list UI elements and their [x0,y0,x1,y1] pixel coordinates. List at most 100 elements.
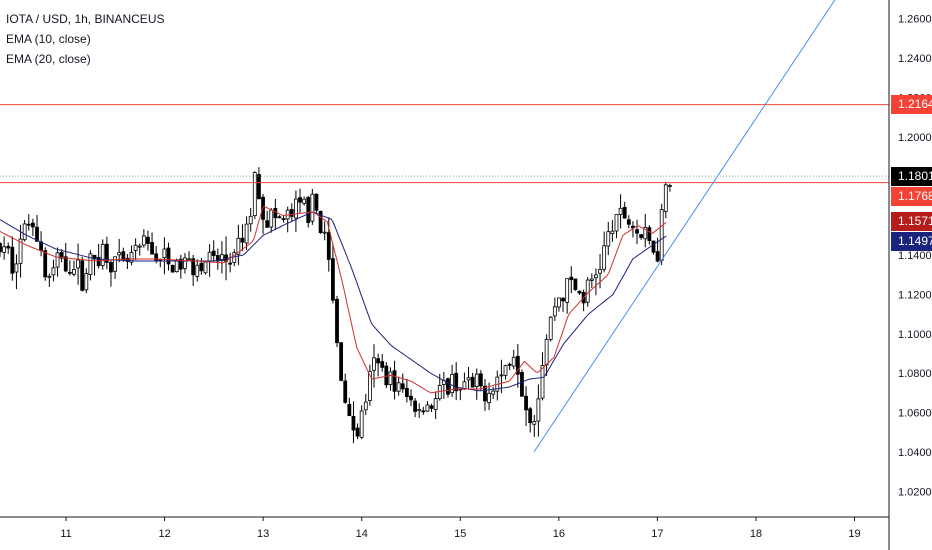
candle-body [141,235,146,246]
candle-body [137,245,142,248]
candle-body [331,258,335,301]
candle-body [269,209,274,228]
candle-body [355,427,360,437]
candle-body [606,231,611,247]
legend-ema20[interactable]: EMA (20, close) [6,52,91,66]
candle-body [14,263,19,273]
y-tick-label: 1.1200 [898,289,932,301]
candle-body [178,258,183,270]
candle-body [314,193,319,211]
candle-body [252,172,257,217]
candle-body [113,256,117,272]
candle-body [183,257,187,269]
x-tick-label: 18 [750,528,762,540]
x-tick-label: 12 [158,528,170,540]
candle-body [35,226,39,242]
candle-body [203,261,208,274]
candle-body [306,196,311,224]
candle-body [409,395,413,401]
candle-body [26,223,31,226]
x-tick-label: 11 [60,528,71,540]
candle-body [544,339,549,366]
candle-body [215,255,220,262]
candle-body [129,251,134,263]
trendline [533,0,836,452]
candle-body [322,231,327,234]
candle-body [154,253,159,261]
candle-body [446,378,450,395]
candle-body [51,267,56,276]
price-tag-ema10: 1.1571 [891,211,932,231]
candle-body [392,370,397,392]
candle-body [281,218,286,221]
indicator-lines [0,0,889,452]
candle-body [413,400,417,412]
candle-body [668,185,672,187]
candle-body [573,278,578,290]
x-tick-label: 14 [356,528,368,540]
candle-body [396,382,401,392]
candle-body [2,246,7,253]
ema10-line [0,205,667,394]
candle-body [359,410,364,438]
candle-body [10,246,15,274]
candle-body [302,198,307,204]
candle-body [577,290,582,294]
candle-body [585,279,590,303]
candle-body [257,174,261,200]
candle-body [125,257,130,262]
price-tag-ema20: 1.1497 [891,231,932,251]
candle-body [507,363,512,366]
candle-body [72,269,76,275]
candle-body [380,361,385,368]
candle-body [614,214,619,232]
y-tick-label: 1.2600 [898,14,932,26]
candle-body [589,278,594,281]
candle-body [515,355,520,375]
candle-body [109,261,113,273]
candle-body [199,262,204,272]
y-tick-label: 1.0400 [898,447,932,459]
price-tag-level: 1.1768 [891,186,932,206]
y-tick-label: 1.0800 [898,368,932,380]
candle-body [487,392,491,403]
candle-body [96,256,101,267]
candle-body [536,398,541,422]
legend-ema10[interactable]: EMA (10, close) [6,32,91,46]
candle-body [376,358,381,364]
candle-body [236,237,241,255]
candle-body [639,234,644,238]
candle-body [0,243,2,253]
candle-body [622,206,627,219]
y-tick-label: 1.2400 [898,53,932,65]
candle-body [470,376,475,388]
candle-body [610,230,615,235]
candle-body [335,298,339,344]
candle-body [59,252,64,259]
candle-body [55,252,60,268]
candle-body [454,372,459,392]
candle-body [372,357,376,371]
candle-body [166,247,171,265]
chart-legend: IOTA / USD, 1h, BINANCEUS EMA (10, close… [6,9,164,69]
candle-body [618,207,623,215]
candle-body [643,226,648,240]
candle-body [540,365,545,399]
candle-body [248,215,253,225]
candle-body [170,264,175,273]
candle-body [191,258,196,276]
candle-body [548,316,553,340]
price-tag-current: 1.1801 [891,166,932,186]
candle-body [511,356,516,367]
candle-body [104,243,109,263]
candle-body [265,220,270,228]
candle-body [561,297,565,302]
candle-body [162,248,167,259]
legend-symbol[interactable]: IOTA / USD, 1h, BINANCEUS [6,12,165,26]
candle-body [121,251,126,261]
candle-body [528,408,533,424]
candle-body [520,372,524,397]
candle-body [310,193,315,222]
candle-body [100,244,105,266]
